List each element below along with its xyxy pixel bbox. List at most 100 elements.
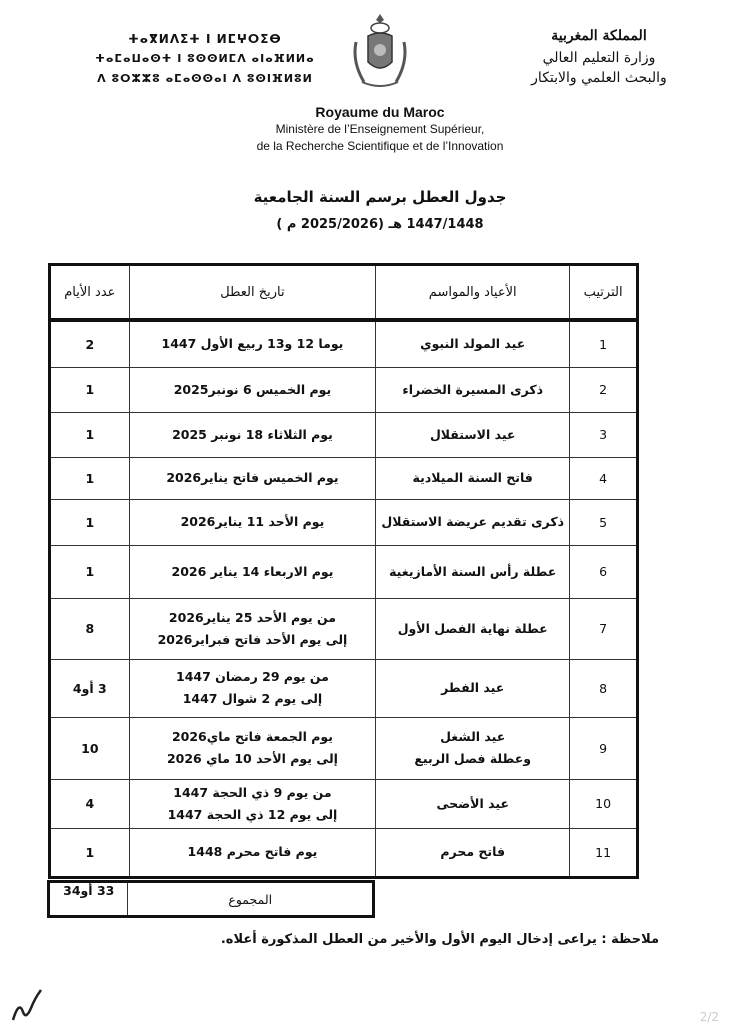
dates-cell-line: يوم الاربعاء 14 يناير 2026 <box>171 563 334 579</box>
days-cell: 1 <box>49 411 130 458</box>
dates-cell-line: من يوم 9 ذي الحجة 1447 <box>173 784 332 800</box>
holiday-cell-line: عيد الشغل <box>440 729 506 744</box>
dates-cell-line: يوم الأحد 11 يناير2026 <box>180 514 325 529</box>
holiday-cell-line: وعطلة فصل الربيع <box>414 751 532 766</box>
holidays-table: الترتيب الأعياد والمواسم تاريخ العطل عدد… <box>48 263 639 879</box>
rank-cell: 7 <box>569 597 638 660</box>
document-title: جدول العطل برسم السنة الجامعية <box>253 188 507 206</box>
rank-cell: 9 <box>569 716 638 780</box>
french-title: Royaume du Maroc <box>315 104 445 120</box>
dates-cell-line: يوم الثلاثاء 18 نونبر 2025 <box>172 426 333 442</box>
dates-cell-line: يوم فاتح محرم 1448 <box>187 844 318 859</box>
holiday-cell-line: عيد الاستقلال <box>429 426 516 442</box>
holiday-cell-line: عيد المولد النبوي <box>420 336 526 352</box>
holiday-cell: عطلة نهاية الفصل الأول <box>375 597 571 660</box>
dates-cell: من يوم الأحد 25 يناير2026 إلى يوم الأحد ف… <box>128 597 377 660</box>
dates-cell-line: من يوم 29 رمضان 1447 <box>176 669 329 684</box>
dates-cell: يوم الخميس فاتح يناير2026 <box>128 456 377 500</box>
rank-cell: 8 <box>569 658 638 718</box>
dates-cell-line: يوما 12 و13 ربيع الأول 1447 <box>161 336 344 352</box>
days-cell: 1 <box>49 366 130 413</box>
column-header-rank: الترتيب <box>569 264 638 322</box>
holiday-cell-line: فاتح محرم <box>440 844 506 859</box>
days-cell: 3 أو4 <box>49 658 130 718</box>
holiday-cell: عيد الشغل وعطلة فصل الربيع <box>375 716 571 780</box>
holiday-cell: فاتح السنة الميلادية <box>375 456 571 500</box>
holiday-cell: عيد الاستقلال <box>375 411 571 458</box>
dates-cell: يوما 12 و13 ربيع الأول 1447 <box>128 319 377 368</box>
dates-cell: من يوم 29 رمضان 1447 إلى يوم 2 شوال 1447 <box>128 658 377 718</box>
total-label: المجموع <box>127 881 374 917</box>
dates-cell-line: إلى يوم الأحد فاتح فبراير2026 <box>157 631 348 647</box>
rank-cell: 6 <box>569 544 638 599</box>
total-table: المجموع 33 أو34 <box>47 880 375 918</box>
days-cell: 8 <box>49 597 130 660</box>
french-line: de la Recherche Scientifique et de l’Inn… <box>256 139 504 153</box>
dates-cell-line: يوم الجمعة فاتح ماي2026 <box>171 729 333 744</box>
holiday-cell-line: فاتح السنة الميلادية <box>412 470 533 485</box>
holiday-cell-line: عيد الأضحى <box>436 795 509 811</box>
holiday-cell-line: عيد الفطر <box>441 680 505 695</box>
signature <box>8 985 48 1029</box>
holiday-cell-line: عطلة نهاية الفصل الأول <box>397 620 548 636</box>
table-row: 2 ذكرى المسيرة الخضراء يوم الخميس 6 نونبر2… <box>49 366 638 413</box>
dates-cell-line: من يوم الأحد 25 يناير2026 <box>168 609 336 625</box>
holiday-cell: عيد الأضحى <box>375 778 571 829</box>
holiday-cell: فاتح محرم <box>375 827 571 878</box>
dates-cell: من يوم 9 ذي الحجة 1447 إلى يوم 12 ذي الحج… <box>128 778 377 829</box>
note: ملاحظة : يراعى إدخال اليوم الأول والأخير… <box>220 932 659 947</box>
table-row: 3 عيد الاستقلال يوم الثلاثاء 18 نونبر 2025… <box>49 411 638 458</box>
days-cell: 1 <box>49 544 130 599</box>
document-subtitle: 1447/1448 هـ (2025/2026 م ) <box>276 217 484 232</box>
coat-of-arms-emblem <box>350 12 410 92</box>
days-cell: 1 <box>49 498 130 546</box>
tifinagh-line: ⵜⴰⵎⴰⵡⴰⵙⵜ ⵏ ⵓⵙⵙⵍⵎⴷ ⴰⵏⴰⴼⵍⵍⴰ <box>95 52 315 65</box>
table-row: 7 عطلة نهاية الفصل الأول من يوم الأحد 25 ي… <box>49 597 638 660</box>
rank-cell: 4 <box>569 456 638 500</box>
dates-cell-line: إلى يوم الأحد 10 ماي 2026 <box>166 751 338 766</box>
dates-cell: يوم الخميس 6 نونبر2025 <box>128 366 377 413</box>
french-line: Ministère de l’Enseignement Supérieur, <box>275 122 485 136</box>
table-header-row: الترتيب الأعياد والمواسم تاريخ العطل عدد… <box>49 264 638 322</box>
dates-cell: يوم الأحد 11 يناير2026 <box>128 498 377 546</box>
rank-cell: 1 <box>569 319 638 368</box>
column-header-holiday: الأعياد والمواسم <box>375 264 571 322</box>
column-header-days: عدد الأيام <box>49 264 130 322</box>
rank-cell: 5 <box>569 498 638 546</box>
arabic-line: المملكة المغربية <box>551 28 647 44</box>
tifinagh-line: ⴷ ⵓⵔⵣⵣⵓ ⴰⵎⴰⵙⵙⴰⵏ ⴷ ⵓⵙⵏⴼⵍⵓⵍ <box>97 72 313 85</box>
arabic-line: والبحث العلمي والابتكار <box>531 70 667 86</box>
dates-cell: يوم الاربعاء 14 يناير 2026 <box>128 544 377 599</box>
dates-cell-line: يوم الخميس فاتح يناير2026 <box>166 470 339 485</box>
tifinagh-line: ⵜⴰⴳⵍⴷⵉⵜ ⵏ ⵍⵎⵖⵔⵉⴱ <box>128 32 282 46</box>
table-row: 1 عيد المولد النبوي يوما 12 و13 ربيع الأول… <box>49 319 638 368</box>
days-cell: 1 <box>49 456 130 500</box>
table-row: 9 عيد الشغل وعطلة فصل الربيع يوم الجمعة فات… <box>49 716 638 780</box>
dates-cell-line: يوم الخميس 6 نونبر2025 <box>173 381 332 397</box>
total-value: 33 أو34 <box>47 881 129 917</box>
rank-cell: 10 <box>569 778 638 829</box>
holiday-cell: ذكرى المسيرة الخضراء <box>375 366 571 413</box>
days-cell: 10 <box>49 716 130 780</box>
holiday-cell-line: ذكرى المسيرة الخضراء <box>402 381 544 397</box>
holiday-cell: عيد المولد النبوي <box>375 319 571 368</box>
dates-cell: يوم فاتح محرم 1448 <box>128 827 377 878</box>
rank-cell: 2 <box>569 366 638 413</box>
table-row: 4 فاتح السنة الميلادية يوم الخميس فاتح ينا… <box>49 456 638 500</box>
holiday-cell-line: عطلة رأس السنة الأمازيغية <box>389 563 557 579</box>
holiday-cell: عطلة رأس السنة الأمازيغية <box>375 544 571 599</box>
table-row: 5 ذكرى تقديم عريضة الاستقلال يوم الأحد 11 … <box>49 498 638 546</box>
rank-cell: 3 <box>569 411 638 458</box>
holiday-cell: ذكرى تقديم عريضة الاستقلال <box>375 498 571 546</box>
holiday-cell: عيد الفطر <box>375 658 571 718</box>
table-row: 8 عيد الفطر من يوم 29 رمضان 1447 إلى يوم 2 … <box>49 658 638 718</box>
column-header-dates: تاريخ العطل <box>128 264 377 322</box>
table-row: 10 عيد الأضحى من يوم 9 ذي الحجة 1447 إلى يو… <box>49 778 638 829</box>
table-row: 11 فاتح محرم يوم فاتح محرم 1448 1 <box>49 827 638 878</box>
dates-cell-line: إلى يوم 12 ذي الحجة 1447 <box>167 806 338 822</box>
days-cell: 4 <box>49 778 130 829</box>
dates-cell: يوم الجمعة فاتح ماي2026 إلى يوم الأحد 10 … <box>128 716 377 780</box>
rank-cell: 11 <box>569 827 638 878</box>
arabic-line: وزارة التعليم العالي <box>542 50 656 66</box>
holiday-cell-line: ذكرى تقديم عريضة الاستقلال <box>381 514 565 529</box>
